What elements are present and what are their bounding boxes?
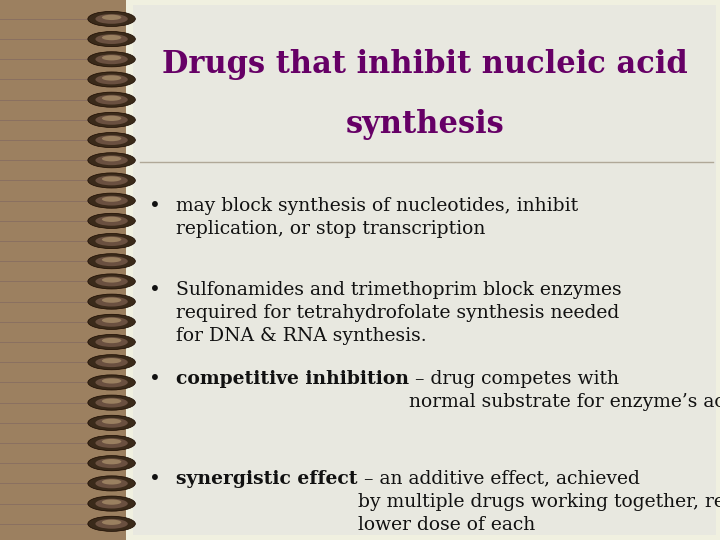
Ellipse shape: [102, 75, 121, 80]
Ellipse shape: [88, 233, 135, 248]
Ellipse shape: [95, 418, 128, 428]
Ellipse shape: [95, 14, 128, 24]
Ellipse shape: [88, 11, 135, 26]
Ellipse shape: [95, 34, 128, 44]
Ellipse shape: [102, 136, 121, 141]
Ellipse shape: [95, 397, 128, 408]
Ellipse shape: [95, 55, 128, 64]
Ellipse shape: [88, 112, 135, 127]
Ellipse shape: [88, 72, 135, 87]
Ellipse shape: [102, 358, 121, 363]
Ellipse shape: [88, 92, 135, 107]
Ellipse shape: [95, 135, 128, 145]
Ellipse shape: [102, 318, 121, 323]
Ellipse shape: [102, 459, 121, 464]
Ellipse shape: [88, 435, 135, 450]
Text: synthesis: synthesis: [346, 109, 504, 140]
Ellipse shape: [102, 15, 121, 20]
Ellipse shape: [95, 499, 128, 509]
Ellipse shape: [95, 276, 128, 286]
Ellipse shape: [102, 96, 121, 101]
Ellipse shape: [95, 75, 128, 84]
Ellipse shape: [88, 274, 135, 289]
Ellipse shape: [88, 476, 135, 491]
Ellipse shape: [102, 298, 121, 303]
Text: Drugs that inhibit nucleic acid: Drugs that inhibit nucleic acid: [162, 49, 688, 80]
Ellipse shape: [88, 516, 135, 531]
Ellipse shape: [88, 213, 135, 228]
Ellipse shape: [88, 294, 135, 309]
Ellipse shape: [95, 317, 128, 327]
Ellipse shape: [102, 257, 121, 262]
Ellipse shape: [88, 173, 135, 188]
Ellipse shape: [95, 236, 128, 246]
Text: •: •: [149, 470, 161, 489]
Ellipse shape: [88, 395, 135, 410]
Ellipse shape: [95, 256, 128, 266]
Ellipse shape: [88, 193, 135, 208]
Text: synergistic effect: synergistic effect: [176, 470, 358, 488]
Ellipse shape: [95, 156, 128, 165]
Text: •: •: [149, 370, 161, 389]
Ellipse shape: [88, 254, 135, 269]
Ellipse shape: [95, 216, 128, 226]
Ellipse shape: [95, 176, 128, 185]
Text: •: •: [149, 281, 161, 300]
Ellipse shape: [102, 439, 121, 444]
Text: •: •: [149, 197, 161, 216]
Ellipse shape: [102, 217, 121, 222]
FancyBboxPatch shape: [133, 5, 716, 535]
Ellipse shape: [102, 197, 121, 202]
Ellipse shape: [88, 375, 135, 390]
Ellipse shape: [88, 415, 135, 430]
Text: may block synthesis of nucleotides, inhibit
replication, or stop transcription: may block synthesis of nucleotides, inhi…: [176, 197, 579, 238]
Ellipse shape: [102, 500, 121, 505]
Ellipse shape: [102, 338, 121, 343]
Ellipse shape: [95, 478, 128, 488]
Ellipse shape: [102, 176, 121, 181]
Ellipse shape: [102, 35, 121, 40]
Ellipse shape: [95, 438, 128, 448]
Ellipse shape: [95, 196, 128, 206]
Ellipse shape: [95, 115, 128, 125]
Ellipse shape: [102, 156, 121, 161]
Ellipse shape: [88, 334, 135, 349]
Ellipse shape: [95, 458, 128, 468]
Ellipse shape: [88, 153, 135, 168]
Text: Sulfonamides and trimethoprim block enzymes
required for tetrahydrofolate synthe: Sulfonamides and trimethoprim block enzy…: [176, 281, 622, 345]
Ellipse shape: [88, 355, 135, 370]
Ellipse shape: [102, 480, 121, 484]
Ellipse shape: [95, 519, 128, 529]
FancyBboxPatch shape: [0, 0, 126, 540]
Ellipse shape: [102, 379, 121, 383]
Ellipse shape: [95, 95, 128, 105]
Ellipse shape: [95, 377, 128, 387]
Ellipse shape: [95, 297, 128, 307]
Ellipse shape: [102, 418, 121, 424]
Ellipse shape: [88, 314, 135, 329]
Ellipse shape: [88, 132, 135, 147]
Ellipse shape: [102, 519, 121, 525]
Ellipse shape: [88, 456, 135, 471]
Ellipse shape: [88, 52, 135, 67]
Text: competitive inhibition: competitive inhibition: [176, 370, 410, 388]
Ellipse shape: [102, 237, 121, 242]
Ellipse shape: [95, 357, 128, 367]
Ellipse shape: [95, 337, 128, 347]
Ellipse shape: [88, 31, 135, 46]
Ellipse shape: [102, 55, 121, 60]
Ellipse shape: [88, 496, 135, 511]
Ellipse shape: [102, 116, 121, 121]
Text: – an additive effect, achieved
by multiple drugs working together, requiring a
l: – an additive effect, achieved by multip…: [358, 470, 720, 534]
Ellipse shape: [102, 278, 121, 282]
Text: – drug competes with
normal substrate for enzyme’s active site: – drug competes with normal substrate fo…: [410, 370, 720, 411]
Ellipse shape: [102, 399, 121, 404]
